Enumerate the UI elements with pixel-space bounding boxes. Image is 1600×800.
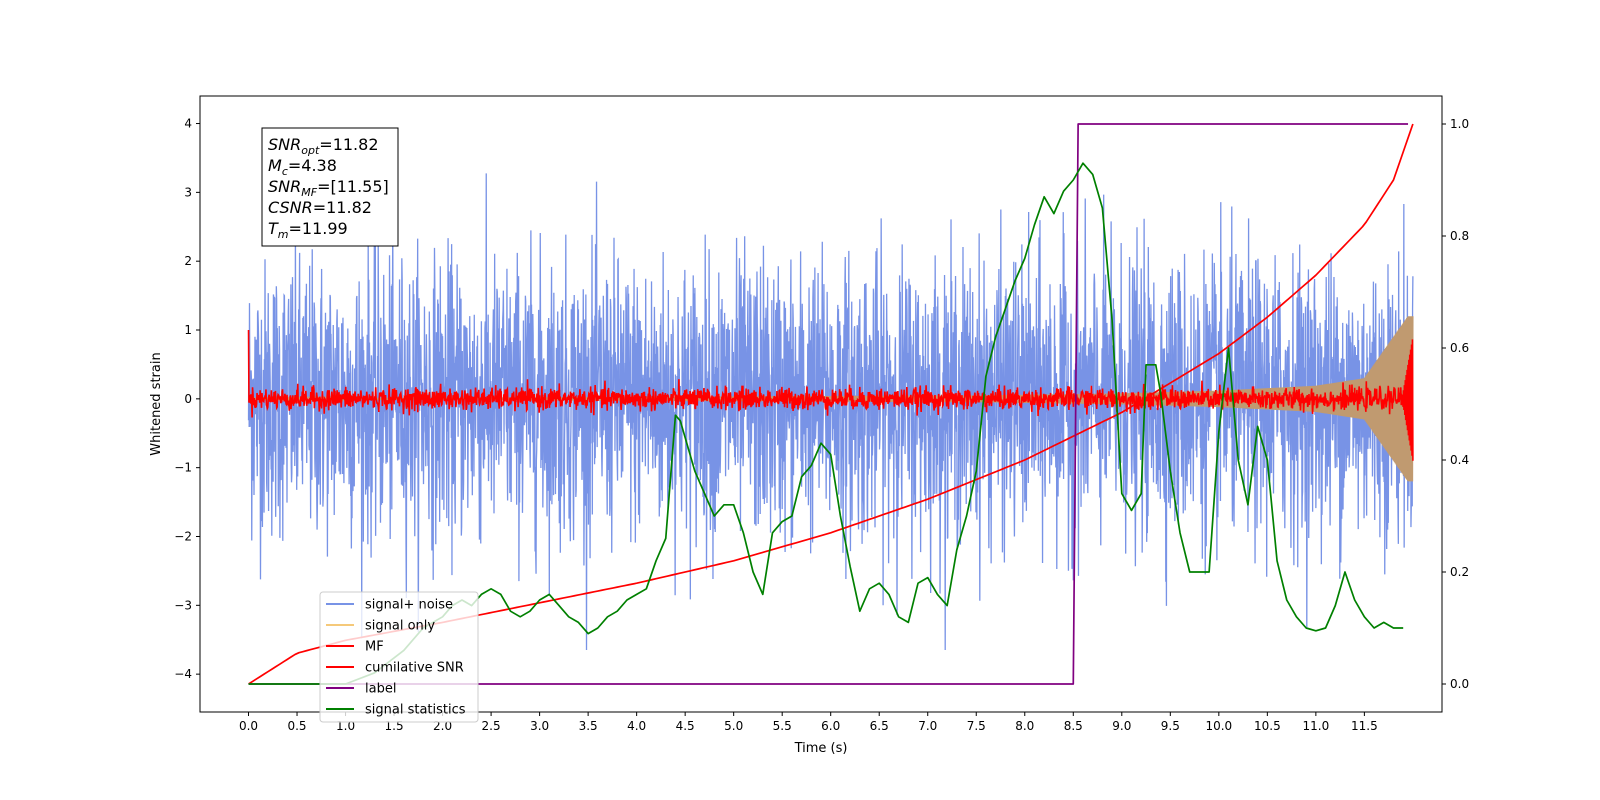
annotation-line: CSNR=11.82 <box>268 198 372 217</box>
axes-layer: 0.0 0.5 1.0 1.5 2.0 2.5 3.0 3.5 4.0 4.5 5.0 5.5 6.0 6… <box>174 117 1469 733</box>
x-tick-label: 7.5 <box>967 719 986 733</box>
y2-tick-label: 0.4 <box>1450 453 1469 467</box>
x-tick-label: 4.5 <box>676 719 695 733</box>
x-tick-label: 11.0 <box>1303 719 1330 733</box>
x-axis-label: Time (s) <box>794 741 848 756</box>
annotation-line: Mc=4.38 <box>268 156 337 178</box>
x-tick-label: 6.0 <box>821 719 840 733</box>
y2-tick-label: 0.0 <box>1450 677 1469 691</box>
y-tick-label: 1 <box>184 323 192 337</box>
y-tick-label: 4 <box>184 117 192 131</box>
x-tick-label: 0.5 <box>287 719 306 733</box>
x-tick-label: 0.0 <box>239 719 258 733</box>
y-tick-label: −4 <box>174 667 192 681</box>
y2-tick-label: 0.6 <box>1450 341 1469 355</box>
x-tick-label: 8.0 <box>1015 719 1034 733</box>
annotation-line: SNRMF=[11.55] <box>268 177 389 199</box>
x-tick-label: 6.5 <box>870 719 889 733</box>
y-tick-label: −2 <box>174 529 192 543</box>
series-signal-statistics <box>248 162 1404 685</box>
series-mf <box>247 330 1414 461</box>
legend-label: MF <box>365 640 384 655</box>
y-tick-label: 0 <box>184 392 192 406</box>
x-tick-label: 11.5 <box>1351 719 1378 733</box>
annotation-box: SNRopt=11.82Mc=4.38SNRMF=[11.55]CSNR=11.… <box>261 127 399 247</box>
y2-tick-label: 0.8 <box>1450 229 1469 243</box>
x-tick-label: 9.0 <box>1112 719 1131 733</box>
legend-label: cumilative SNR <box>365 661 464 676</box>
annotation-frame <box>261 127 399 247</box>
x-tick-label: 3.5 <box>579 719 598 733</box>
x-tick-label: 4.0 <box>627 719 646 733</box>
x-tick-label: 9.5 <box>1161 719 1180 733</box>
x-tick-label: 8.5 <box>1064 719 1083 733</box>
legend-frame <box>319 591 479 723</box>
x-tick-label: 10.5 <box>1254 719 1281 733</box>
y2-tick-label: 0.2 <box>1450 565 1469 579</box>
y-tick-label: 3 <box>184 185 192 199</box>
y-axis-label: Whitened strain <box>149 352 164 455</box>
y2-tick-label: 1.0 <box>1450 117 1469 131</box>
legend-label: signal statistics <box>365 703 466 718</box>
plot-frame <box>199 95 1443 713</box>
series-signal-noise <box>247 173 1414 651</box>
legend-label: signal+ noise <box>365 598 453 613</box>
x-tick-label: 5.5 <box>773 719 792 733</box>
y-tick-label: −3 <box>174 598 192 612</box>
x-tick-label: 10.0 <box>1205 719 1232 733</box>
legend: signal+ noise signal only MF cumilative SNR… <box>319 591 479 723</box>
y-tick-label: −1 <box>174 461 192 475</box>
legend-label: label <box>365 682 396 697</box>
series-label <box>248 123 1409 685</box>
legend-label: signal only <box>365 619 435 634</box>
x-tick-label: 2.5 <box>482 719 501 733</box>
annotation-line: Tm=11.99 <box>268 219 348 241</box>
x-tick-label: 3.0 <box>530 719 549 733</box>
annotation-line: SNRopt=11.82 <box>268 135 379 157</box>
x-tick-label: 5.0 <box>724 719 743 733</box>
y-tick-label: 2 <box>184 254 192 268</box>
x-tick-label: 7.0 <box>918 719 937 733</box>
